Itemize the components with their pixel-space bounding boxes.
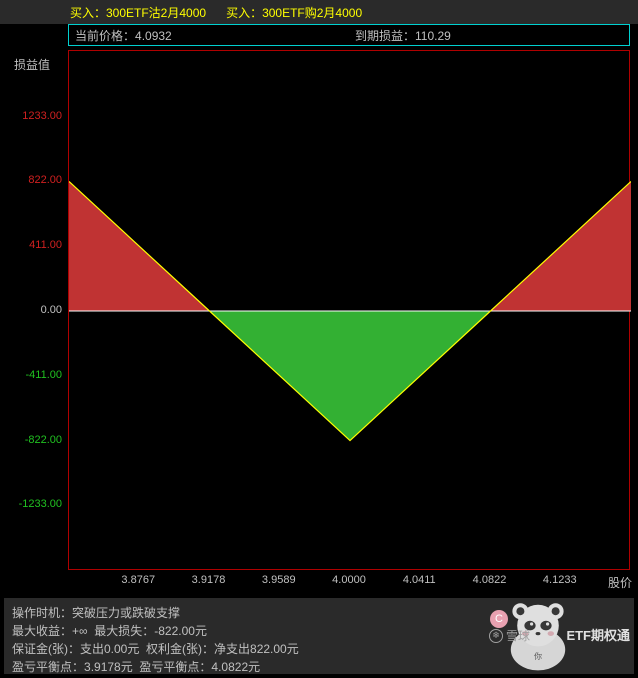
y-tick-label: -822.00 [25, 434, 62, 446]
info-bar: 当前价格：4.0932 到期损益：110.29 [68, 24, 630, 46]
x-tick-label: 4.0411 [403, 574, 436, 586]
y-tick-label: -1233.00 [19, 498, 62, 510]
breakeven2-label: 盈亏平衡点： [139, 660, 211, 674]
maxgain-value: +∞ [72, 624, 88, 638]
margin-label: 保证金(张)： [12, 642, 80, 656]
y-tick-label: 0.00 [41, 304, 62, 316]
y-tick-label: 822.00 [28, 174, 62, 186]
top-bar: 买入：300ETF沽2月4000 买入：300ETF购2月4000 [0, 0, 638, 24]
margin-value: 支出0.00元 [80, 642, 139, 656]
watermark-brand: ETF期权通 [566, 625, 630, 644]
x-tick-label: 4.0822 [473, 574, 507, 586]
watermark-site-text: 雪球 [506, 627, 530, 644]
xueqiu-icon: ❄ [489, 629, 503, 643]
breakeven1-value: 3.9178元 [84, 660, 133, 674]
current-price-value: 4.0932 [135, 29, 172, 43]
watermark-site: ❄ 雪球 [489, 627, 530, 644]
expiry-pnl-label: 到期损益： [355, 29, 415, 43]
premium-value: 净支出822.00元 [214, 642, 299, 656]
position-2: 买入：300ETF购2月4000 [226, 4, 362, 21]
maxloss-value: -822.00元 [154, 624, 207, 638]
x-tick-label: 3.8767 [121, 574, 155, 586]
x-tick-label: 3.9178 [192, 574, 226, 586]
timing-value: 突破压力或跌破支撑 [72, 606, 180, 620]
timing-label: 操作时机： [12, 606, 72, 620]
current-price-label: 当前价格： [75, 29, 135, 43]
expiry-pnl-value: 110.29 [415, 29, 451, 43]
position-1: 买入：300ETF沽2月4000 [70, 4, 206, 21]
y-tick-label: 411.00 [29, 239, 62, 251]
x-tick-label: 4.0000 [332, 574, 366, 586]
y-tick-label: -411.00 [26, 369, 63, 381]
x-axis: 3.8767 3.9178 3.9589 4.0000 4.0411 4.0822 4.12… [68, 574, 630, 592]
current-price: 当前价格：4.0932 [69, 27, 349, 44]
x-tick-label: 3.9589 [262, 574, 296, 586]
chart-svg [69, 51, 631, 571]
premium-label: 权利金(张)： [146, 642, 214, 656]
breakeven2-value: 4.0822元 [211, 660, 260, 674]
maxloss-label: 最大损失： [94, 624, 154, 638]
summary-row-breakeven: 盈亏平衡点：3.9178元 盈亏平衡点：4.0822元 [12, 658, 626, 676]
expiry-pnl: 到期损益：110.29 [349, 27, 629, 44]
maxgain-label: 最大收益： [12, 624, 72, 638]
summary-row-maxpnl: 最大收益：+∞ 最大损失：-822.00元 [12, 622, 626, 640]
badge-icon: C [490, 610, 508, 628]
summary-row-cost: 保证金(张)：支出0.00元 权利金(张)：净支出822.00元 [12, 640, 626, 658]
breakeven1-label: 盈亏平衡点： [12, 660, 84, 674]
y-tick-label: 1233.00 [22, 110, 62, 122]
summary-row-timing: 操作时机：突破压力或跌破支撑 [12, 604, 626, 622]
payoff-chart [68, 50, 630, 570]
summary-panel: 操作时机：突破压力或跌破支撑 最大收益：+∞ 最大损失：-822.00元 保证金… [4, 598, 634, 674]
x-axis-title: 股价 [608, 574, 632, 591]
y-axis: 1233.00 822.00 411.00 0.00 -411.00 -822.00 -12… [0, 50, 66, 570]
x-tick-label: 4.1233 [543, 574, 577, 586]
